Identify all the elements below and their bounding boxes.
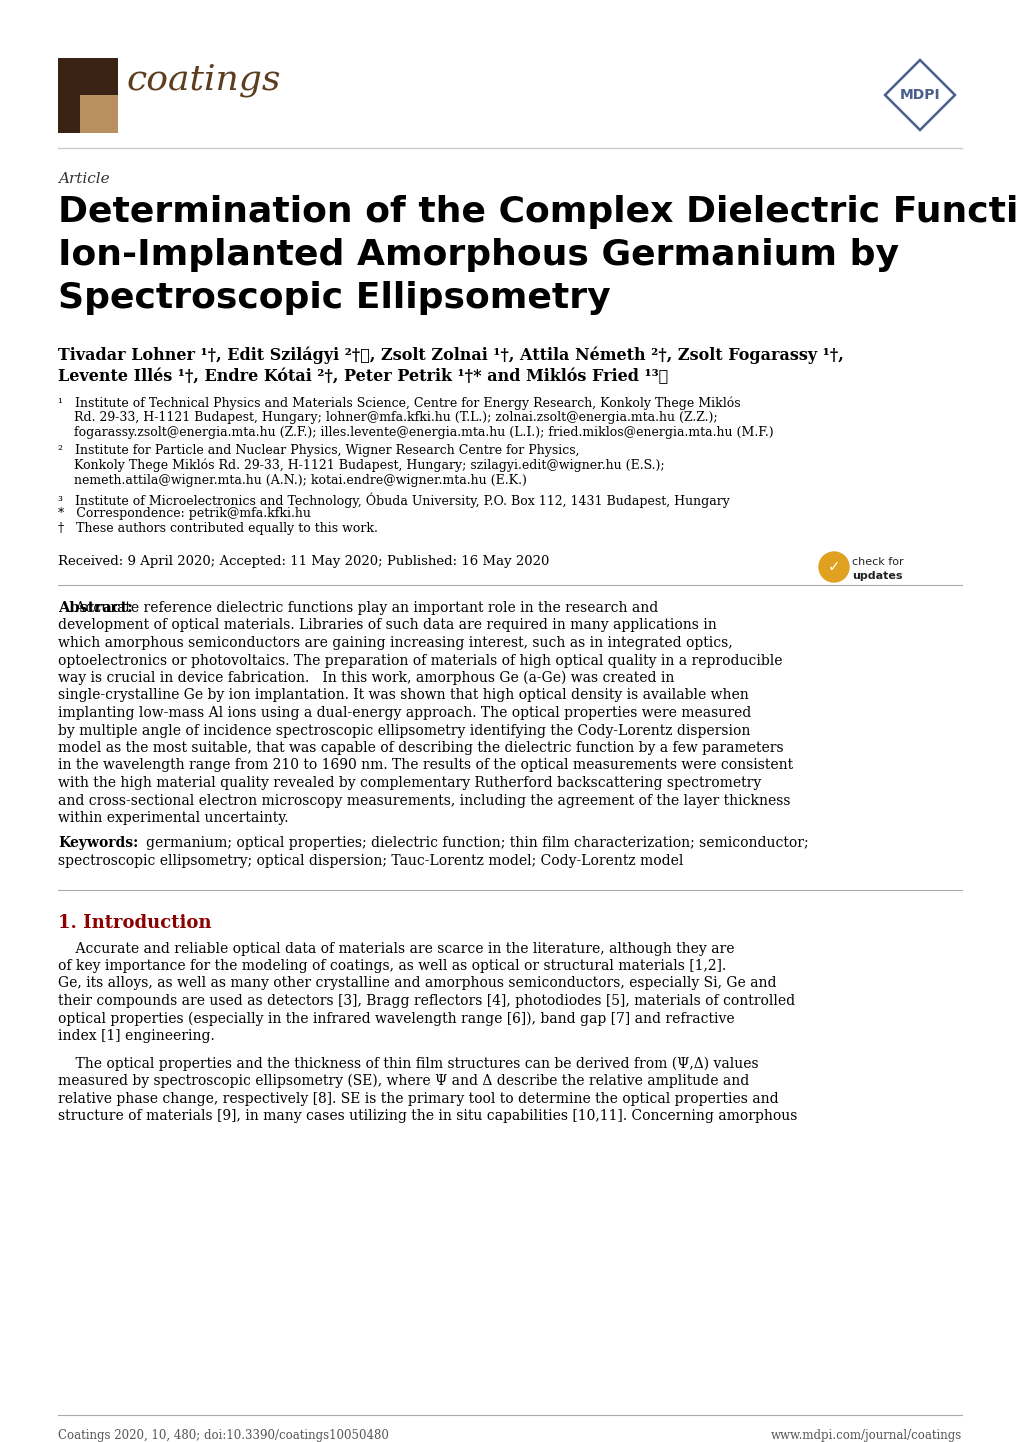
Text: with the high material quality revealed by complementary Rutherford backscatteri: with the high material quality revealed … xyxy=(58,776,760,790)
Text: way is crucial in device fabrication.   In this work, amorphous Ge (a-Ge) was cr: way is crucial in device fabrication. In… xyxy=(58,671,674,685)
Text: The optical properties and the thickness of thin film structures can be derived : The optical properties and the thickness… xyxy=(58,1057,758,1071)
Text: †   These authors contributed equally to this work.: † These authors contributed equally to t… xyxy=(58,522,377,535)
Text: Accurate reference dielectric functions play an important role in the research a: Accurate reference dielectric functions … xyxy=(58,601,657,614)
Text: Konkoly Thege Miklós Rd. 29-33, H-1121 Budapest, Hungary; szilagyi.edit@wigner.h: Konkoly Thege Miklós Rd. 29-33, H-1121 B… xyxy=(58,459,664,473)
Text: ³   Institute of Microelectronics and Technology, Óbuda University, P.O. Box 112: ³ Institute of Microelectronics and Tech… xyxy=(58,492,730,508)
Text: Keywords:: Keywords: xyxy=(58,836,139,851)
Bar xyxy=(58,58,118,133)
Text: Spectroscopic Ellipsometry: Spectroscopic Ellipsometry xyxy=(58,281,610,314)
Text: MDPI: MDPI xyxy=(899,88,940,102)
Text: of key importance for the modeling of coatings, as well as optical or structural: of key importance for the modeling of co… xyxy=(58,959,726,973)
Text: Coatings 2020, 10, 480; doi:10.3390/coatings10050480: Coatings 2020, 10, 480; doi:10.3390/coat… xyxy=(58,1429,388,1442)
Text: single-crystalline Ge by ion implantation. It was shown that high optical densit: single-crystalline Ge by ion implantatio… xyxy=(58,688,748,702)
Text: index [1] engineering.: index [1] engineering. xyxy=(58,1030,215,1043)
Text: by multiple angle of incidence spectroscopic ellipsometry identifying the Cody-L: by multiple angle of incidence spectrosc… xyxy=(58,724,750,737)
Text: ²   Institute for Particle and Nuclear Physics, Wigner Research Centre for Physi: ² Institute for Particle and Nuclear Phy… xyxy=(58,444,579,457)
Text: Levente Illés ¹†, Endre Kótai ²†, Peter Petrik ¹†* and Miklós Fried ¹³ⓘ: Levente Illés ¹†, Endre Kótai ²†, Peter … xyxy=(58,368,667,385)
Text: updates: updates xyxy=(851,571,902,581)
Text: in the wavelength range from 210 to 1690 nm. The results of the optical measurem: in the wavelength range from 210 to 1690… xyxy=(58,758,793,773)
Text: Accurate and reliable optical data of materials are scarce in the literature, al: Accurate and reliable optical data of ma… xyxy=(58,942,734,956)
Text: *   Correspondence: petrik@mfa.kfki.hu: * Correspondence: petrik@mfa.kfki.hu xyxy=(58,508,311,521)
Text: relative phase change, respectively [8]. SE is the primary tool to determine the: relative phase change, respectively [8].… xyxy=(58,1092,777,1106)
Text: and cross-sectional electron microscopy measurements, including the agreement of: and cross-sectional electron microscopy … xyxy=(58,793,790,808)
Text: coatings: coatings xyxy=(126,63,280,97)
Text: Ge, its alloys, as well as many other crystalline and amorphous semiconductors, : Ge, its alloys, as well as many other cr… xyxy=(58,976,775,991)
Text: Rd. 29-33, H-1121 Budapest, Hungary; lohner@mfa.kfki.hu (T.L.); zolnai.zsolt@ene: Rd. 29-33, H-1121 Budapest, Hungary; loh… xyxy=(58,411,717,424)
Text: Determination of the Complex Dielectric Function of: Determination of the Complex Dielectric … xyxy=(58,195,1019,229)
Text: structure of materials [9], in many cases utilizing the in situ capabilities [10: structure of materials [9], in many case… xyxy=(58,1109,797,1123)
Text: measured by spectroscopic ellipsometry (SE), where Ψ and Δ describe the relative: measured by spectroscopic ellipsometry (… xyxy=(58,1074,749,1089)
Text: which amorphous semiconductors are gaining increasing interest, such as in integ: which amorphous semiconductors are gaini… xyxy=(58,636,732,650)
Text: Abstract:: Abstract: xyxy=(58,601,132,614)
Text: Ion-Implanted Amorphous Germanium by: Ion-Implanted Amorphous Germanium by xyxy=(58,238,898,273)
Polygon shape xyxy=(884,61,954,130)
Text: www.mdpi.com/journal/coatings: www.mdpi.com/journal/coatings xyxy=(770,1429,961,1442)
Text: Received: 9 April 2020; Accepted: 11 May 2020; Published: 16 May 2020: Received: 9 April 2020; Accepted: 11 May… xyxy=(58,555,549,568)
Text: Tivadar Lohner ¹†, Edit Szilágyi ²†ⓘ, Zsolt Zolnai ¹†, Attila Németh ²†, Zsolt F: Tivadar Lohner ¹†, Edit Szilágyi ²†ⓘ, Zs… xyxy=(58,346,843,363)
Text: development of optical materials. Libraries of such data are required in many ap: development of optical materials. Librar… xyxy=(58,619,716,633)
Text: Article: Article xyxy=(58,172,109,186)
Text: spectroscopic ellipsometry; optical dispersion; Tauc-Lorentz model; Cody-Lorentz: spectroscopic ellipsometry; optical disp… xyxy=(58,854,683,868)
Text: check for: check for xyxy=(851,557,903,567)
Text: fogarassy.zsolt@energia.mta.hu (Z.F.); illes.levente@energia.mta.hu (L.I.); frie: fogarassy.zsolt@energia.mta.hu (Z.F.); i… xyxy=(58,425,772,438)
Text: nemeth.attila@wigner.mta.hu (A.N.); kotai.endre@wigner.mta.hu (E.K.): nemeth.attila@wigner.mta.hu (A.N.); kota… xyxy=(58,474,527,487)
Text: optoelectronics or photovoltaics. The preparation of materials of high optical q: optoelectronics or photovoltaics. The pr… xyxy=(58,653,782,668)
Bar xyxy=(79,95,118,133)
Text: germanium; optical properties; dielectric function; thin film characterization; : germanium; optical properties; dielectri… xyxy=(146,836,808,851)
Text: optical properties (especially in the infrared wavelength range [6]), band gap [: optical properties (especially in the in… xyxy=(58,1011,734,1025)
Text: their compounds are used as detectors [3], Bragg reflectors [4], photodiodes [5]: their compounds are used as detectors [3… xyxy=(58,994,795,1008)
Circle shape xyxy=(818,552,848,583)
Text: implanting low-mass Al ions using a dual-energy approach. The optical properties: implanting low-mass Al ions using a dual… xyxy=(58,707,751,720)
Text: ✓: ✓ xyxy=(826,559,840,574)
Text: ¹   Institute of Technical Physics and Materials Science, Centre for Energy Rese: ¹ Institute of Technical Physics and Mat… xyxy=(58,397,740,410)
Text: model as the most suitable, that was capable of describing the dielectric functi: model as the most suitable, that was cap… xyxy=(58,741,783,756)
Text: within experimental uncertainty.: within experimental uncertainty. xyxy=(58,810,288,825)
Text: 1. Introduction: 1. Introduction xyxy=(58,913,211,932)
